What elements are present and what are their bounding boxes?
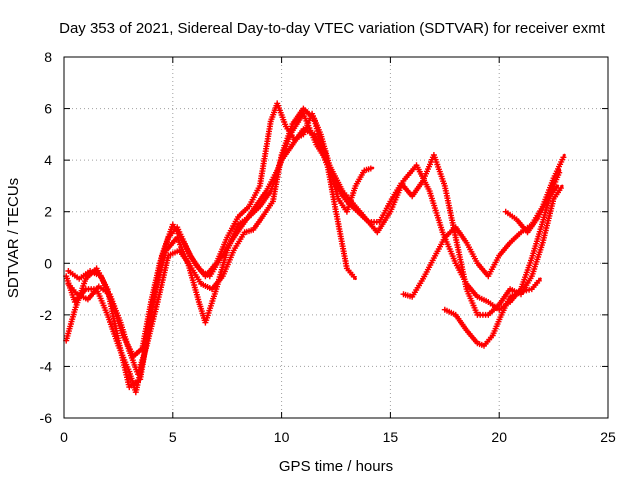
series-line [67, 112, 562, 358]
series-markers [65, 110, 563, 360]
y-tick-label: 4 [44, 152, 52, 168]
series-markers [502, 185, 560, 236]
x-tick-label: 10 [274, 429, 290, 445]
series-markers [63, 126, 357, 396]
x-axis-label: GPS time / hours [279, 458, 393, 475]
series-track-6 [441, 277, 542, 349]
plot-frame [63, 56, 609, 419]
series-track-7 [502, 184, 560, 236]
y-axis-ticks: -6 -4 -2 0 2 4 6 8 [40, 49, 608, 426]
series-markers [400, 154, 567, 300]
y-axis-label: SDTVAR / TECUs [5, 178, 22, 298]
y-tick-label: 8 [44, 49, 52, 65]
series-markers [441, 277, 542, 349]
x-tick-label: 15 [383, 429, 399, 445]
y-tick-label: 6 [44, 101, 52, 117]
y-tick-label: -2 [40, 307, 53, 323]
series-track-4 [65, 105, 564, 378]
series-track-5 [400, 153, 567, 300]
series-track-1 [63, 100, 375, 391]
series-line [64, 127, 357, 394]
x-tick-label: 0 [60, 429, 68, 445]
x-tick-label: 5 [169, 429, 177, 445]
y-tick-label: -6 [40, 410, 53, 426]
y-tick-label: 0 [44, 255, 52, 271]
series-markers [63, 100, 374, 391]
series-track-3 [65, 110, 563, 360]
y-tick-label: -4 [40, 358, 53, 374]
x-tick-label: 25 [600, 429, 616, 445]
x-axis-ticks: 0 5 10 15 20 25 [60, 57, 616, 445]
y-tick-label: 2 [44, 204, 52, 220]
data-series [63, 100, 567, 396]
series-track-2 [63, 126, 357, 396]
x-tick-label: 20 [491, 429, 507, 445]
series-markers [65, 105, 564, 378]
chart-title: Day 353 of 2021, Sidereal Day-to-day VTE… [59, 20, 606, 37]
